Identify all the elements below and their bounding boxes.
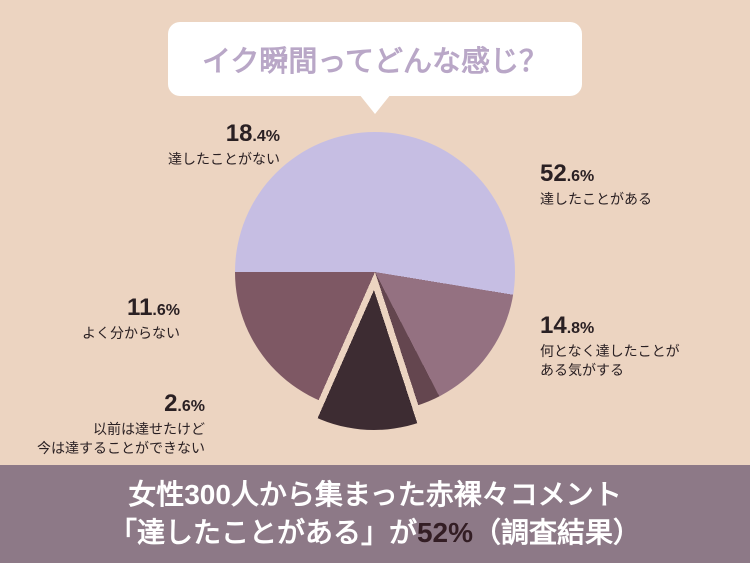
pie-label-reached: 52.6% 達したことがある	[540, 158, 652, 209]
pie-label-pct-dec: .6%	[177, 398, 205, 415]
pie-label-somewhat: 14.8% 何となく達したことがある気がする	[540, 310, 680, 380]
pie-label-pct-int: 11	[127, 294, 152, 321]
footer-line-1: 女性300人から集まった赤裸々コメント	[128, 476, 622, 514]
pie-label-text: 達したことがない	[168, 150, 280, 169]
pie-label-pct-dec: .6%	[152, 302, 180, 319]
infographic-stage: イク瞬間ってどんな感じ？ 女性300人から集まった赤裸々コメント 「達したことが…	[0, 0, 750, 563]
speech-bubble: イク瞬間ってどんな感じ？	[168, 22, 582, 96]
pie-label-text: 今は達することができない	[37, 439, 205, 458]
pie-label-pct-dec: .8%	[567, 320, 595, 337]
pie-label-pct-dec: .4%	[252, 128, 280, 145]
pie-label-pct-int: 2	[164, 390, 177, 417]
pie-label-text: 達したことがある	[540, 190, 652, 209]
pie-label-never: 18.4% 達したことがない	[168, 118, 280, 169]
pie-label-dont_know: 11.6% よく分からない	[82, 292, 180, 343]
pie-chart	[235, 132, 515, 412]
pie-label-pct-int: 18	[226, 120, 253, 147]
pie-label-pct-int: 14	[540, 312, 567, 339]
footer-line-2: 「達したことがある」が52%（調査結果）	[109, 514, 641, 552]
speech-bubble-text: イク瞬間ってどんな感じ？	[202, 46, 548, 78]
footer-line-2-bold: 52%	[417, 517, 473, 548]
pie-slice-pullout	[234, 150, 514, 430]
footer-line-2-post: （調査結果）	[473, 517, 641, 548]
pie-label-text: よく分からない	[82, 324, 180, 343]
footer-banner: 女性300人から集まった赤裸々コメント 「達したことがある」が52%（調査結果）	[0, 465, 750, 563]
footer-line-2-pre: 「達したことがある」が	[109, 517, 417, 548]
pie-label-text: 何となく達したことが	[540, 342, 680, 361]
pie-label-pct-int: 52	[540, 160, 567, 187]
pie-label-text: ある気がする	[540, 361, 680, 380]
pie-label-text: 以前は達せたけど	[37, 420, 205, 439]
pie-label-pct-dec: .6%	[567, 168, 595, 185]
pie-label-used_to: 2.6% 以前は達せたけど今は達することができない	[37, 388, 205, 458]
